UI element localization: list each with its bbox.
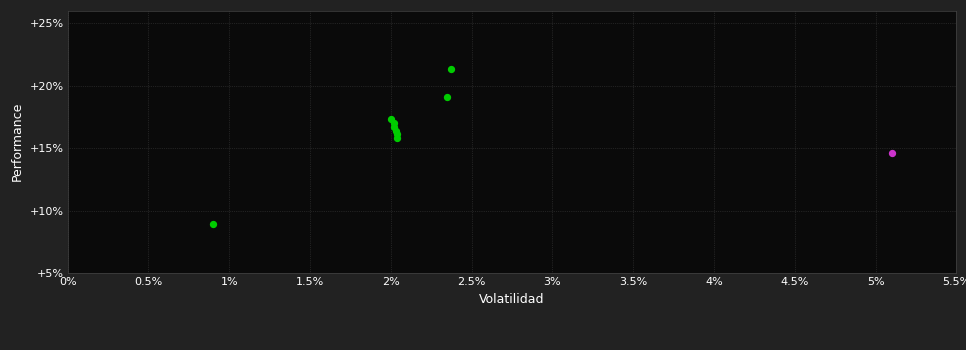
Point	[389, 132, 405, 137]
Point	[442, 66, 458, 72]
X-axis label: Volatilidad: Volatilidad	[479, 293, 545, 306]
Point	[388, 128, 404, 133]
Point	[206, 222, 221, 227]
Point	[386, 124, 402, 130]
Y-axis label: Performance: Performance	[11, 102, 24, 181]
Point	[440, 94, 455, 99]
Point	[384, 117, 399, 122]
Point	[386, 120, 402, 126]
Point	[884, 150, 899, 156]
Point	[389, 135, 405, 141]
